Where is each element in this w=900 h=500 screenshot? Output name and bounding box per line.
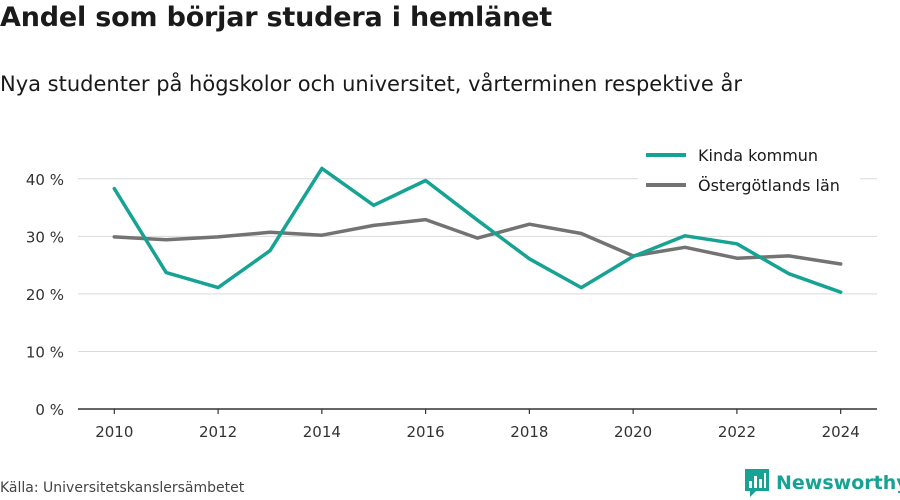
y-tick-label: 0 %: [35, 401, 64, 419]
brand-logo[interactable]: Newsworthy: [744, 468, 900, 498]
x-tick-label: 2022: [718, 423, 756, 441]
brand-name: Newsworthy: [776, 472, 900, 494]
x-tick-label: 2010: [95, 423, 133, 441]
legend-box: [638, 138, 860, 202]
legend-label-1: Kinda kommun: [698, 146, 818, 165]
y-tick-label: 10 %: [26, 343, 64, 361]
x-tick-label: 2020: [614, 423, 652, 441]
x-tick-label: 2018: [510, 423, 548, 441]
chart-title: Andel som börjar studera i hemlänet: [0, 2, 552, 33]
source-note: Källa: Universitetskanslersämbetet: [0, 480, 245, 496]
bar-chart-logo-icon: [745, 469, 769, 497]
series-line-2: [112, 217, 843, 266]
y-tick-label: 40 %: [26, 171, 64, 189]
legend-label-2: Östergötlands län: [698, 176, 840, 195]
y-tick-label: 30 %: [26, 228, 64, 246]
x-tick-label: 2014: [303, 423, 341, 441]
x-tick-label: 2024: [822, 423, 860, 441]
x-tick-label: 2012: [199, 423, 237, 441]
series-line-1: [112, 166, 843, 294]
x-tick-label: 2016: [407, 423, 445, 441]
y-tick-label: 20 %: [26, 286, 64, 304]
chart-subtitle: Nya studenter på högskolor och universit…: [0, 72, 742, 96]
